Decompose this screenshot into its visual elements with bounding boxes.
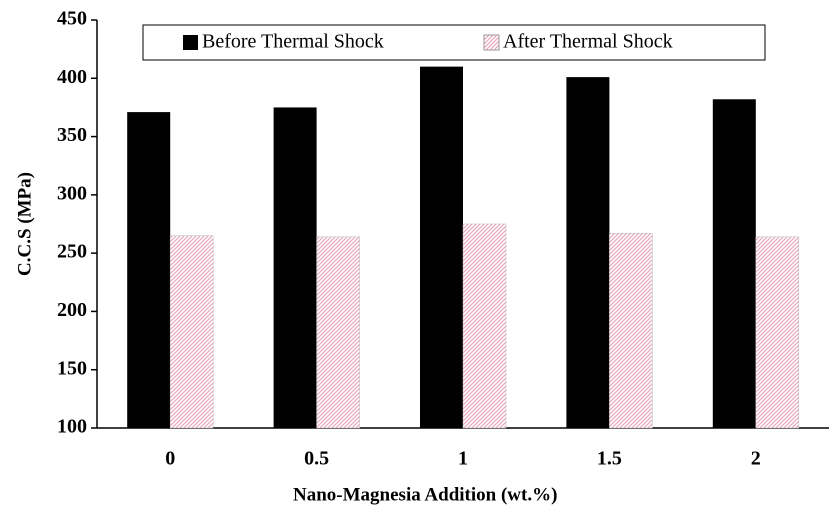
x-axis-title: Nano-Magnesia Addition (wt.%) — [293, 484, 557, 505]
y-tick-label: 200 — [57, 299, 87, 321]
y-tick-label: 100 — [57, 416, 87, 438]
bar — [316, 236, 360, 429]
bar — [273, 107, 317, 428]
x-tick-label: 2 — [751, 448, 761, 470]
y-tick-label: 300 — [57, 182, 87, 204]
legend-box — [142, 24, 766, 61]
legend-swatch — [183, 35, 198, 50]
bar — [462, 223, 507, 429]
legend-swatch — [483, 34, 500, 51]
x-tick-label: 1.5 — [597, 448, 622, 470]
y-tick-label: 450 — [57, 8, 87, 30]
y-tick-label: 250 — [57, 241, 87, 263]
bar — [712, 99, 756, 429]
y-tick-label: 150 — [57, 357, 87, 379]
bar — [755, 236, 800, 429]
x-tick-label: 0 — [165, 448, 175, 470]
bar — [169, 235, 214, 429]
y-tick-label: 400 — [57, 66, 87, 88]
bar — [420, 66, 463, 428]
bar — [609, 233, 653, 429]
bar — [127, 112, 171, 428]
x-tick-label: 0.5 — [304, 448, 329, 470]
x-tick-label: 1 — [458, 448, 468, 470]
y-tick-label: 350 — [57, 124, 87, 146]
legend-label: After Thermal Shock — [503, 31, 673, 53]
bar — [566, 77, 610, 429]
legend-label: Before Thermal Shock — [202, 31, 384, 53]
y-axis-title: C.C.S (MPa) — [14, 172, 35, 276]
